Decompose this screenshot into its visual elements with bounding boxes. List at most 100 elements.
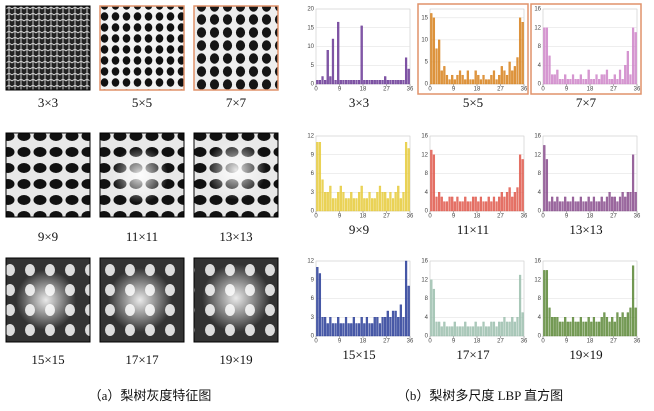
bar <box>626 50 629 85</box>
bar <box>316 267 319 337</box>
bar <box>329 317 332 337</box>
bar <box>556 196 559 212</box>
bar <box>521 22 524 85</box>
bar <box>407 68 410 85</box>
bar <box>430 279 433 337</box>
bar <box>373 317 376 337</box>
bar <box>516 57 519 85</box>
bar <box>603 201 606 212</box>
bar <box>456 74 459 85</box>
bar <box>518 154 522 212</box>
bar <box>584 201 588 212</box>
chart-title: 9×9 <box>349 222 369 237</box>
bar <box>505 192 509 212</box>
bar <box>448 79 451 85</box>
bar <box>611 196 614 212</box>
bar <box>318 80 322 85</box>
bar <box>605 317 609 337</box>
bar <box>399 198 402 212</box>
bar <box>407 285 410 337</box>
bar <box>376 80 379 85</box>
y-tick-label: 4 <box>425 315 429 321</box>
bar <box>453 201 456 212</box>
x-tick-label: 27 <box>383 214 390 220</box>
bar <box>592 196 596 212</box>
y-tick-label: 12 <box>534 152 541 158</box>
bar <box>324 192 327 212</box>
bar <box>391 80 395 85</box>
bar <box>350 80 353 85</box>
bar <box>495 79 498 85</box>
chart-frame <box>530 3 642 95</box>
bar <box>618 69 622 85</box>
bar <box>551 317 554 337</box>
bar <box>545 270 549 337</box>
bar <box>618 196 622 212</box>
x-tick-label: 36 <box>521 87 528 93</box>
bar <box>378 80 382 85</box>
bar <box>574 321 577 337</box>
bar <box>471 326 475 337</box>
bar <box>513 192 516 212</box>
chart-title: 11×11 <box>457 222 489 237</box>
bar <box>391 198 395 212</box>
bar <box>453 321 456 337</box>
y-tick-label: 12 <box>534 277 541 283</box>
y-tick-label: 12 <box>421 152 428 158</box>
x-tick-label: 36 <box>521 214 528 220</box>
x-tick-label: 27 <box>610 87 617 93</box>
bar <box>339 80 342 85</box>
x-tick-label: 0 <box>314 87 318 93</box>
y-tick-label: 0 <box>538 209 542 215</box>
bar <box>466 326 469 337</box>
bar <box>513 321 516 337</box>
bar <box>490 321 493 337</box>
bar <box>337 317 340 337</box>
bar <box>440 326 443 337</box>
y-tick-label: 0 <box>425 82 429 88</box>
bar <box>518 274 522 337</box>
bar <box>477 201 480 212</box>
bar <box>616 79 619 85</box>
bar <box>399 80 402 85</box>
bar <box>558 79 562 85</box>
image-label: 19×19 <box>219 352 252 367</box>
bar <box>456 196 459 212</box>
bar <box>368 80 371 85</box>
bar <box>487 79 490 85</box>
x-tick-label: 0 <box>428 87 432 93</box>
bar <box>318 142 322 212</box>
texture-highlight <box>206 140 266 200</box>
y-tick-label: 8 <box>538 44 542 50</box>
bar <box>629 307 632 337</box>
bar <box>371 323 374 337</box>
bar <box>490 74 493 85</box>
bar <box>482 201 485 212</box>
x-tick-label: 0 <box>541 339 545 345</box>
bar <box>344 317 348 337</box>
bar <box>511 317 514 337</box>
bar <box>592 79 596 85</box>
bar <box>321 317 324 337</box>
bar <box>608 321 611 337</box>
bar <box>430 149 433 212</box>
bar <box>386 310 389 337</box>
y-tick-label: 4 <box>538 63 542 69</box>
x-tick-label: 36 <box>407 339 414 345</box>
bar <box>577 321 580 337</box>
bar <box>438 321 441 337</box>
bar <box>445 74 449 85</box>
bar <box>629 192 632 212</box>
bar <box>487 196 490 212</box>
y-tick-label: 4 <box>538 315 542 321</box>
bar <box>389 317 392 337</box>
bar <box>355 198 358 212</box>
bar <box>326 323 329 337</box>
x-tick-label: 0 <box>428 339 432 345</box>
x-tick-label: 9 <box>338 339 342 345</box>
bar <box>566 79 569 85</box>
x-tick-label: 18 <box>587 214 594 220</box>
y-tick-label: 6 <box>311 296 315 302</box>
bar <box>397 80 400 85</box>
